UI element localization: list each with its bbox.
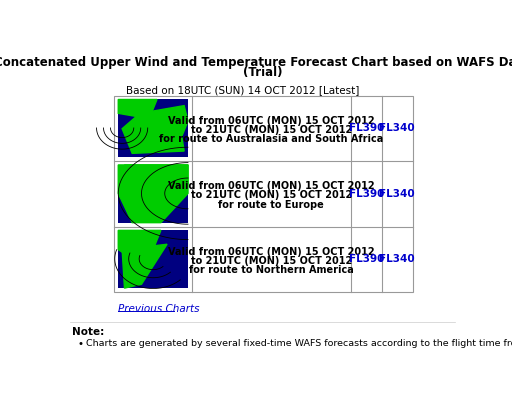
Text: FL340: FL340 [379, 254, 415, 264]
Text: Valid from 06UTC (MON) 15 OCT 2012: Valid from 06UTC (MON) 15 OCT 2012 [168, 247, 375, 257]
Text: to 21UTC (MON) 15 OCT 2012: to 21UTC (MON) 15 OCT 2012 [190, 190, 352, 200]
Polygon shape [122, 106, 188, 153]
Text: for route to Northern America: for route to Northern America [189, 265, 354, 275]
Text: for route to Europe: for route to Europe [219, 200, 324, 209]
Text: (Trial): (Trial) [243, 66, 282, 79]
Bar [118, 99, 188, 157]
Text: Note:: Note: [72, 327, 104, 337]
Text: Previous Charts: Previous Charts [118, 304, 200, 314]
Text: FL390: FL390 [349, 254, 384, 264]
Polygon shape [118, 99, 157, 119]
Text: to 21UTC (MON) 15 OCT 2012: to 21UTC (MON) 15 OCT 2012 [190, 125, 352, 135]
Polygon shape [118, 230, 161, 259]
Bar [118, 230, 188, 288]
Text: Concatenated Upper Wind and Temperature Forecast Chart based on WAFS Data: Concatenated Upper Wind and Temperature … [0, 55, 512, 69]
Bar [114, 96, 413, 292]
Polygon shape [122, 244, 167, 288]
Text: FL390: FL390 [349, 189, 384, 199]
Text: Valid from 06UTC (MON) 15 OCT 2012: Valid from 06UTC (MON) 15 OCT 2012 [168, 181, 375, 191]
Text: to 21UTC (MON) 15 OCT 2012: to 21UTC (MON) 15 OCT 2012 [190, 256, 352, 266]
Text: FL340: FL340 [379, 123, 415, 133]
Text: for route to Australasia and South Africa: for route to Australasia and South Afric… [159, 134, 383, 144]
Text: FL390: FL390 [349, 123, 384, 133]
Text: Based on 18UTC (SUN) 14 OCT 2012 [Latest]: Based on 18UTC (SUN) 14 OCT 2012 [Latest… [126, 85, 359, 95]
Bar [118, 165, 188, 223]
Polygon shape [118, 165, 188, 223]
Text: •: • [78, 339, 84, 349]
Polygon shape [124, 165, 188, 184]
Text: Charts are generated by several fixed-time WAFS forecasts according to the fligh: Charts are generated by several fixed-ti… [86, 339, 512, 348]
Text: Valid from 06UTC (MON) 15 OCT 2012: Valid from 06UTC (MON) 15 OCT 2012 [168, 116, 375, 126]
Text: FL340: FL340 [379, 189, 415, 199]
